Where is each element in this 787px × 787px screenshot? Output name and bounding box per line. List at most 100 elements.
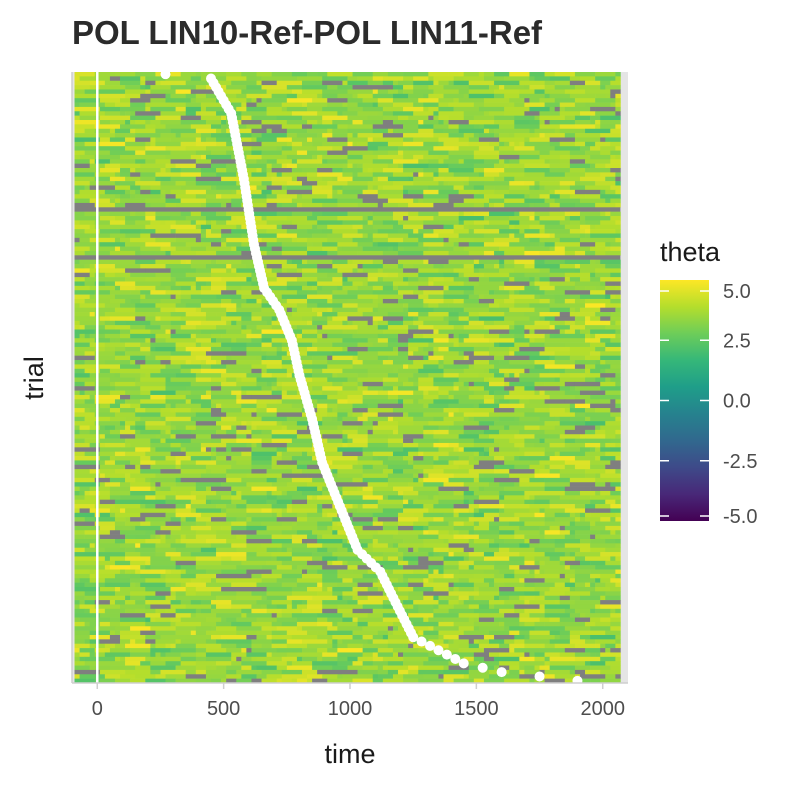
heatmap-cell [615, 202, 621, 208]
heatmap-cell [352, 499, 379, 505]
heatmap-cell [94, 264, 116, 269]
heatmap-cell [615, 403, 621, 409]
heatmap-cell [332, 621, 338, 627]
heatmap-cell [574, 307, 581, 313]
heatmap-cell [504, 508, 530, 514]
heatmap-cell [413, 111, 434, 116]
heatmap-cell [595, 124, 601, 130]
heatmap-cell [499, 159, 505, 164]
heatmap-cell [579, 329, 591, 335]
heatmap-cell [251, 115, 278, 121]
heatmap-cell [317, 582, 323, 588]
heatmap-cell [377, 630, 389, 636]
heatmap-cell [145, 495, 156, 500]
heatmap-cell [600, 530, 611, 535]
heatmap-cell [539, 268, 550, 274]
heatmap-cell [382, 185, 404, 191]
heatmap-cell [357, 460, 384, 466]
heatmap-cell [494, 120, 515, 125]
heatmap-cell [301, 285, 313, 291]
heatmap-cell [357, 250, 384, 256]
heatmap-cell [322, 93, 338, 99]
heatmap-cell [534, 556, 550, 562]
heatmap-cell [140, 552, 156, 557]
heatmap-cell [296, 512, 308, 518]
heatmap-cell [403, 237, 419, 243]
heatmap-cell [544, 185, 561, 191]
heatmap-cell [286, 141, 293, 147]
heatmap-cell [600, 338, 611, 343]
heatmap-cell [195, 98, 217, 103]
heatmap-cell [125, 442, 131, 448]
heatmap-cell [564, 626, 591, 631]
heatmap-cell [317, 181, 328, 186]
heatmap-cell [362, 525, 384, 531]
heatmap-cell [125, 464, 136, 470]
heatmap-cell [291, 552, 313, 557]
heatmap-cell [544, 447, 571, 452]
heatmap-cell [185, 346, 212, 352]
heatmap-cell [418, 272, 444, 278]
heatmap-cell [195, 181, 217, 186]
heatmap-cell [195, 163, 212, 169]
heatmap-cell [307, 451, 313, 457]
heatmap-cell [443, 617, 470, 623]
heatmap-cell [372, 556, 384, 562]
heatmap-cell [236, 106, 247, 112]
heatmap-cell [286, 482, 308, 487]
heatmap-cell [408, 355, 424, 361]
heatmap-cell [281, 76, 298, 82]
heatmap-cell [463, 495, 480, 500]
heatmap-cell [130, 115, 156, 121]
heatmap-cell [251, 211, 278, 217]
heatmap-cell [569, 154, 591, 160]
heatmap-cell [165, 643, 171, 649]
heatmap-cell [554, 325, 571, 330]
heatmap-cell [418, 560, 444, 566]
heatmap-cell [539, 150, 550, 156]
heatmap-cell [347, 394, 363, 400]
heatmap-cell [94, 154, 121, 160]
heatmap-cell [332, 355, 353, 361]
heatmap-cell [99, 586, 116, 592]
heatmap-cell [145, 504, 156, 509]
heatmap-cell [180, 565, 197, 570]
heatmap-cell [514, 442, 525, 448]
heatmap-cell [216, 141, 227, 147]
heatmap-cell [200, 512, 227, 518]
heatmap-cell [226, 617, 237, 623]
heatmap-cell [458, 560, 475, 566]
heatmap-cell [337, 176, 353, 182]
heatmap-cell [489, 338, 515, 343]
heatmap-cell [317, 163, 343, 169]
heatmap-cell [216, 552, 227, 557]
heatmap-cell [438, 159, 444, 164]
heatmap-cell [170, 517, 181, 522]
heatmap-cell [74, 342, 90, 348]
heatmap-cell [489, 521, 510, 527]
heatmap-cell [499, 499, 525, 505]
heatmap-cell [286, 329, 303, 335]
heatmap-cell [585, 639, 596, 645]
heatmap-cell [241, 408, 257, 413]
heatmap-cell [585, 399, 601, 404]
heatmap-cell [175, 595, 197, 601]
heatmap-cell [352, 517, 374, 522]
heatmap-cell [200, 211, 217, 217]
heatmap-cell [398, 146, 409, 151]
heatmap-cell [549, 268, 576, 274]
heatmap-cell [135, 250, 141, 256]
heatmap-cell [483, 98, 510, 103]
heatmap-cell [579, 390, 606, 396]
heatmap-cell [251, 150, 262, 156]
heatmap-cell [327, 525, 333, 531]
heatmap-cell [99, 438, 126, 444]
heatmap-cell [236, 381, 257, 387]
heatmap-cell [89, 486, 101, 492]
heatmap-cell [221, 386, 242, 391]
heatmap-cell [120, 124, 146, 130]
heatmap-cell [281, 394, 308, 400]
heatmap-cell [483, 159, 500, 164]
heatmap-cell [195, 333, 212, 339]
heatmap-cell [89, 246, 116, 252]
